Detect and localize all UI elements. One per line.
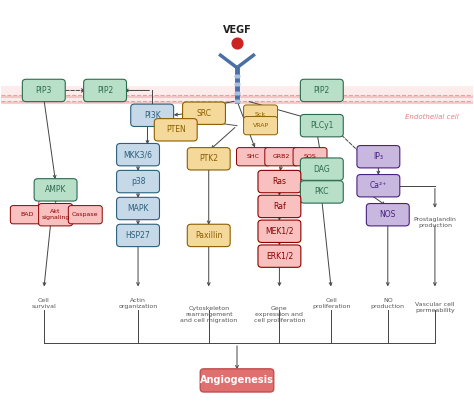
FancyBboxPatch shape bbox=[117, 224, 159, 246]
Text: Vascular cell
permeability: Vascular cell permeability bbox=[415, 302, 455, 313]
FancyBboxPatch shape bbox=[237, 148, 271, 166]
Text: Gene
expression and
cell proliferation: Gene expression and cell proliferation bbox=[254, 306, 305, 323]
FancyBboxPatch shape bbox=[117, 171, 159, 193]
FancyBboxPatch shape bbox=[38, 203, 73, 226]
Text: SRC: SRC bbox=[197, 109, 211, 118]
Text: VRAP: VRAP bbox=[253, 123, 269, 128]
Text: PKC: PKC bbox=[315, 187, 329, 196]
Text: SHC: SHC bbox=[247, 154, 260, 159]
Text: MEK1/2: MEK1/2 bbox=[265, 227, 294, 236]
FancyBboxPatch shape bbox=[10, 206, 44, 224]
Text: BAD: BAD bbox=[20, 212, 34, 217]
Text: NO
production: NO production bbox=[371, 298, 405, 309]
FancyBboxPatch shape bbox=[244, 105, 277, 123]
FancyBboxPatch shape bbox=[22, 79, 65, 102]
FancyBboxPatch shape bbox=[117, 143, 159, 166]
FancyBboxPatch shape bbox=[258, 245, 301, 267]
Text: Raf: Raf bbox=[273, 202, 286, 211]
Text: DAG: DAG bbox=[313, 165, 330, 173]
Text: Paxillin: Paxillin bbox=[195, 231, 222, 240]
Text: Cytoskeleton
rearrangement
and cell migration: Cytoskeleton rearrangement and cell migr… bbox=[180, 306, 237, 323]
Point bbox=[232, 89, 240, 96]
Point bbox=[234, 73, 242, 79]
Text: HSP27: HSP27 bbox=[126, 231, 150, 240]
Text: PTK2: PTK2 bbox=[199, 154, 218, 163]
FancyBboxPatch shape bbox=[187, 148, 230, 170]
FancyBboxPatch shape bbox=[258, 220, 301, 242]
Point bbox=[234, 98, 242, 104]
FancyBboxPatch shape bbox=[258, 171, 301, 193]
FancyBboxPatch shape bbox=[187, 224, 230, 246]
FancyBboxPatch shape bbox=[301, 115, 343, 137]
FancyBboxPatch shape bbox=[244, 116, 277, 135]
Text: PIP2: PIP2 bbox=[97, 86, 113, 95]
FancyBboxPatch shape bbox=[301, 158, 343, 180]
Text: PTEN: PTEN bbox=[166, 125, 186, 134]
FancyBboxPatch shape bbox=[1, 86, 473, 103]
Text: PIP3: PIP3 bbox=[36, 86, 52, 95]
Text: MKK3/6: MKK3/6 bbox=[124, 150, 153, 159]
FancyBboxPatch shape bbox=[357, 175, 400, 197]
Text: PIP2: PIP2 bbox=[314, 86, 330, 95]
Point bbox=[234, 89, 242, 96]
Text: Angiogenesis: Angiogenesis bbox=[200, 375, 274, 385]
Point bbox=[232, 98, 240, 104]
Text: Actin
organization: Actin organization bbox=[118, 298, 158, 309]
FancyBboxPatch shape bbox=[265, 148, 299, 166]
Text: Sck: Sck bbox=[255, 112, 266, 117]
Point bbox=[232, 73, 240, 79]
FancyBboxPatch shape bbox=[117, 197, 159, 220]
Text: PLCy1: PLCy1 bbox=[310, 121, 334, 130]
Text: VEGF: VEGF bbox=[223, 25, 251, 35]
Text: p38: p38 bbox=[131, 177, 146, 186]
FancyBboxPatch shape bbox=[301, 181, 343, 203]
Text: IP₃: IP₃ bbox=[374, 152, 383, 161]
FancyBboxPatch shape bbox=[357, 146, 400, 168]
Text: PI3K: PI3K bbox=[144, 111, 161, 120]
FancyBboxPatch shape bbox=[68, 206, 102, 224]
FancyBboxPatch shape bbox=[155, 118, 197, 141]
Text: Cell
proliferation: Cell proliferation bbox=[312, 298, 350, 309]
Text: MAPK: MAPK bbox=[128, 204, 149, 213]
Text: Cell
survival: Cell survival bbox=[31, 298, 56, 309]
Text: Endothelial cell: Endothelial cell bbox=[405, 114, 458, 121]
FancyBboxPatch shape bbox=[293, 148, 327, 166]
Text: Ras: Ras bbox=[273, 177, 286, 186]
FancyBboxPatch shape bbox=[200, 369, 274, 392]
Text: Ca²⁺: Ca²⁺ bbox=[370, 181, 387, 190]
FancyBboxPatch shape bbox=[182, 102, 226, 124]
Point bbox=[234, 81, 242, 88]
Text: GRB2: GRB2 bbox=[273, 154, 291, 159]
FancyBboxPatch shape bbox=[131, 104, 173, 126]
Text: NOS: NOS bbox=[380, 210, 396, 219]
FancyBboxPatch shape bbox=[301, 79, 343, 102]
Point bbox=[233, 40, 241, 46]
FancyBboxPatch shape bbox=[258, 195, 301, 218]
Point bbox=[232, 81, 240, 88]
FancyBboxPatch shape bbox=[34, 178, 77, 201]
Text: Akt
signaling: Akt signaling bbox=[41, 209, 70, 220]
FancyBboxPatch shape bbox=[366, 203, 409, 226]
Text: AMPK: AMPK bbox=[45, 186, 66, 194]
Text: Prostaglandin
production: Prostaglandin production bbox=[413, 217, 456, 228]
Text: SOS: SOS bbox=[304, 154, 317, 159]
FancyBboxPatch shape bbox=[83, 79, 127, 102]
Text: Caspase: Caspase bbox=[72, 212, 99, 217]
Text: ERK1/2: ERK1/2 bbox=[266, 251, 293, 261]
